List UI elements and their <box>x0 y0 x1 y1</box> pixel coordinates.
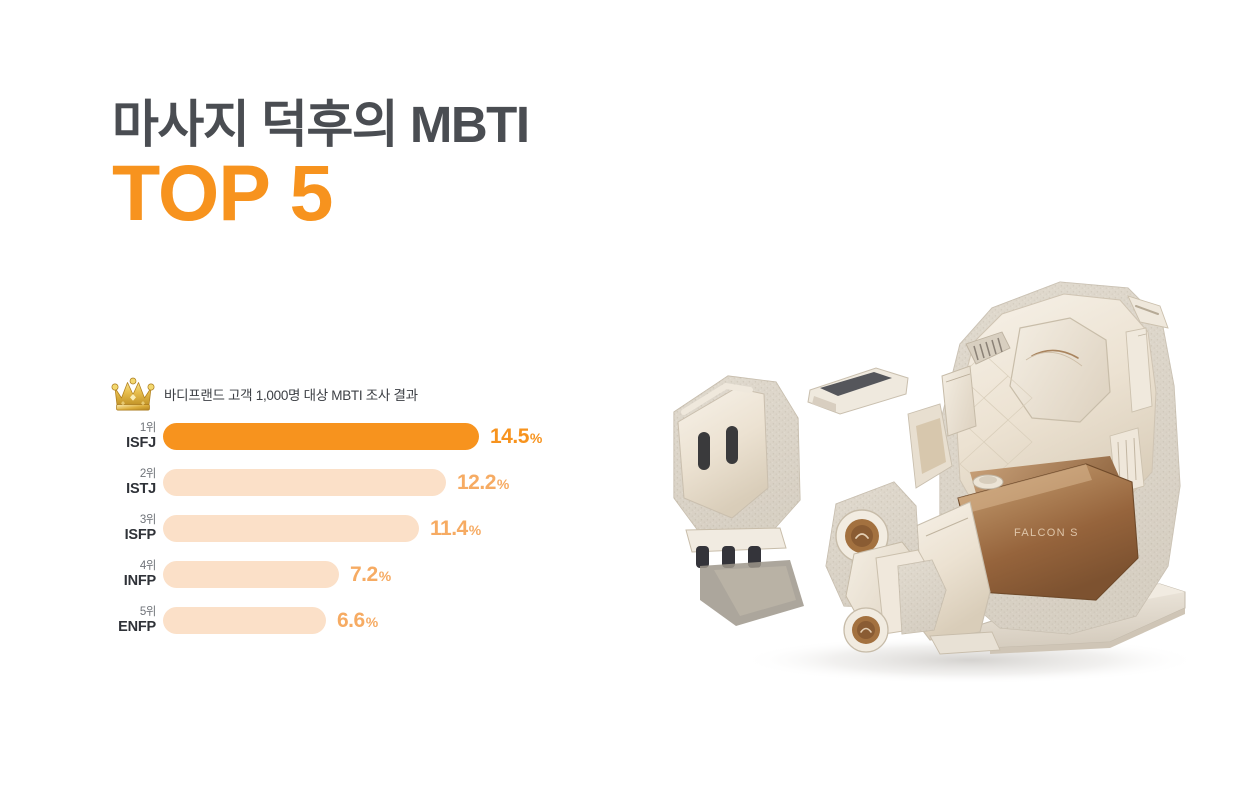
bar-fill <box>163 469 446 496</box>
bar-rank: 4위 <box>139 559 157 572</box>
bar-code: ISTJ <box>126 481 156 497</box>
bar-track: 6.6% <box>163 607 578 634</box>
bar-row: 4위 INFP 7.2% <box>108 559 578 589</box>
bar-row: 1위 ISFJ 14.5% <box>108 421 578 451</box>
massage-chair-photo: FALCON S <box>640 236 1260 688</box>
bar-fill <box>163 561 339 588</box>
bar-code: INFP <box>123 573 156 589</box>
bar-value-unit: % <box>529 430 542 446</box>
bar-code: ISFP <box>124 527 157 543</box>
bar-track: 7.2% <box>163 561 578 588</box>
title-line-primary: 마사지 덕후의 MBTI <box>112 96 530 153</box>
bar-track: 11.4% <box>163 515 578 542</box>
bar-value-number: 6.6 <box>337 609 365 632</box>
crown-icon <box>108 374 158 414</box>
chart-header: 바디프랜드 고객 1,000명 대상 MBTI 조사 결과 <box>108 374 578 414</box>
bar-value-number: 12.2 <box>457 471 496 494</box>
bar-value: 14.5% <box>490 426 542 447</box>
bar-value: 12.2% <box>457 472 509 493</box>
bar-value-number: 7.2 <box>350 563 378 586</box>
bar-rank: 2위 <box>139 467 157 480</box>
bar-value: 11.4% <box>430 518 481 539</box>
title-line-highlight: TOP 5 <box>112 148 333 238</box>
chart-subtitle: 바디프랜드 고객 1,000명 대상 MBTI 조사 결과 <box>164 388 418 403</box>
bar-label: 1위 ISFJ <box>108 421 163 451</box>
svg-text:FALCON S: FALCON S <box>1014 527 1079 539</box>
bar-track: 14.5% <box>163 423 578 450</box>
bar-list: 1위 ISFJ 14.5% 2위 ISTJ 12.2% 3위 ISFP <box>108 421 578 635</box>
bar-fill <box>163 515 419 542</box>
bar-label: 3위 ISFP <box>108 513 163 543</box>
page-title: 마사지 덕후의 MBTI TOP 5 <box>112 98 732 232</box>
bar-value-unit: % <box>496 476 509 492</box>
bar-value: 7.2% <box>350 564 391 585</box>
bar-value-number: 14.5 <box>490 425 529 448</box>
bar-code: ISFJ <box>126 435 156 451</box>
bar-value-unit: % <box>378 568 391 584</box>
bar-value-number: 11.4 <box>430 517 468 540</box>
bar-label: 5위 ENFP <box>108 605 163 635</box>
bar-fill <box>163 607 326 634</box>
bar-label: 4위 INFP <box>108 559 163 589</box>
bar-fill <box>163 423 479 450</box>
bar-row: 3위 ISFP 11.4% <box>108 513 578 543</box>
bar-value-unit: % <box>468 522 481 538</box>
bar-code: ENFP <box>118 619 156 635</box>
bar-label: 2위 ISTJ <box>108 467 163 497</box>
bar-rank: 1위 <box>139 421 157 434</box>
bar-rank: 3위 <box>139 513 157 526</box>
bar-row: 2위 ISTJ 12.2% <box>108 467 578 497</box>
bar-value: 6.6% <box>337 610 378 631</box>
bar-track: 12.2% <box>163 469 578 496</box>
bar-value-unit: % <box>365 614 378 630</box>
bar-rank: 5위 <box>139 605 157 618</box>
mbti-ranking-chart: 바디프랜드 고객 1,000명 대상 MBTI 조사 결과 1위 ISFJ 14… <box>108 374 578 634</box>
bar-row: 5위 ENFP 6.6% <box>108 605 578 635</box>
